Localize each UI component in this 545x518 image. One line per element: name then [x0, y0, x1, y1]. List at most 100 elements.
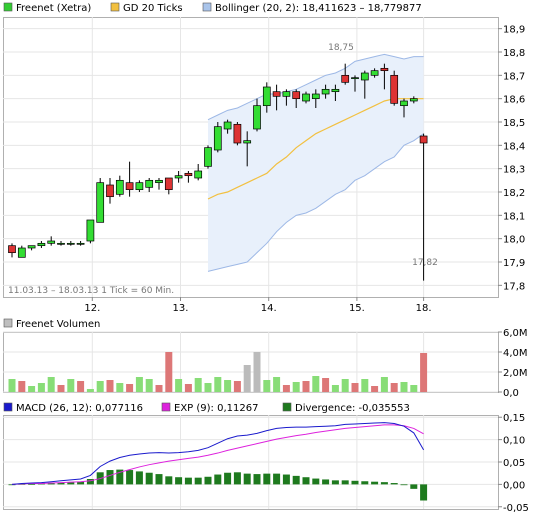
divergence-bar	[282, 474, 290, 485]
candle-body	[8, 245, 16, 254]
legend-swatch	[3, 318, 13, 328]
candle-body	[213, 126, 222, 151]
volume-bar	[390, 383, 398, 392]
volume-bar	[410, 385, 418, 392]
divergence-bar	[331, 480, 339, 485]
candle-body	[135, 182, 144, 191]
divergence-bar	[400, 484, 408, 486]
volume-panel-frame	[3, 332, 499, 393]
divergence-bar	[390, 483, 398, 485]
candle-body	[302, 93, 310, 102]
legend-label: Bollinger (20, 2): 18,411623 – 18,779877	[215, 3, 422, 14]
price-y-tick-label: 18,3	[503, 165, 525, 176]
price-y-tick-label: 18,0	[503, 235, 525, 246]
divergence-bar	[175, 477, 183, 485]
divergence-bar	[233, 472, 241, 485]
gd20-line	[207, 98, 424, 200]
volume-bar	[243, 365, 251, 392]
divergence-bar	[292, 475, 300, 485]
divergence-bar	[145, 472, 153, 485]
price-y-tick-label: 18,7	[503, 71, 525, 82]
exp-line	[11, 424, 424, 485]
x-tick-label: 15.	[349, 303, 365, 314]
candle-body	[272, 91, 281, 97]
legend-swatch	[161, 402, 171, 412]
divergence-bar	[77, 481, 85, 485]
candle-body	[37, 242, 46, 247]
candle-body	[409, 98, 418, 102]
volume-bar	[96, 381, 104, 392]
legend-swatch	[3, 402, 13, 412]
macd-y-tick-label: 0,10	[503, 436, 525, 447]
legend-swatch	[3, 2, 13, 12]
volume-bar	[263, 380, 271, 392]
candle-body	[370, 70, 379, 76]
volume-bar	[371, 386, 379, 392]
legend-label: MACD (26, 12): 0,077116	[16, 403, 143, 414]
volume-bar	[47, 377, 55, 392]
price-y-tick-label: 18,2	[503, 188, 525, 199]
volume-bar	[312, 376, 320, 392]
candle-body	[47, 240, 56, 244]
x-tick-label: 14.	[261, 303, 277, 314]
volume-bar	[273, 377, 281, 392]
divergence-bar	[302, 477, 310, 485]
candle-body	[164, 177, 173, 191]
legend-label: Freenet (Xetra)	[16, 3, 91, 14]
candle-body	[204, 147, 212, 167]
macd-y-tick-label: -0,05	[503, 503, 529, 514]
candle-body	[341, 74, 350, 83]
macd-y-tick-label: 0,15	[503, 413, 525, 424]
divergence-bar	[224, 472, 232, 485]
volume-bar	[126, 384, 134, 392]
volume-bar	[361, 379, 369, 392]
legend-label: GD 20 Ticks	[123, 3, 183, 14]
volume-bar	[77, 381, 85, 392]
divergence-bar	[351, 480, 359, 485]
candle-body	[96, 182, 105, 223]
candle-body	[86, 219, 95, 242]
volume-bar	[194, 378, 202, 392]
divergence-bar	[410, 484, 418, 489]
price-y-tick-label: 17,8	[503, 281, 525, 292]
candle-body	[390, 74, 399, 104]
candle-body	[155, 179, 163, 184]
candle-body	[223, 121, 232, 130]
candle-body	[174, 175, 183, 179]
volume-bar	[420, 353, 428, 392]
bollinger-lower-line	[207, 133, 424, 272]
candle-body	[145, 179, 154, 188]
volume-bar	[57, 385, 65, 392]
legend-swatch	[110, 2, 120, 12]
price-y-tick-label: 17,9	[503, 258, 525, 269]
volume-bar	[116, 383, 124, 392]
divergence-bar	[86, 479, 94, 485]
candle-body	[76, 242, 85, 245]
volume-bar	[341, 379, 349, 392]
volume-bar	[8, 379, 16, 392]
divergence-bar	[106, 470, 114, 485]
volume-bar	[331, 385, 339, 392]
divergence-bar	[155, 474, 163, 485]
x-tick-label: 18.	[416, 303, 432, 314]
divergence-bar	[47, 483, 55, 485]
divergence-bar	[263, 473, 271, 485]
legend-label: EXP (9): 0,11267	[174, 403, 258, 414]
volume-bar	[351, 383, 359, 392]
candle-body	[27, 245, 36, 249]
price-y-tick-label: 18,5	[503, 118, 525, 129]
divergence-bar	[165, 476, 173, 485]
candle-body	[360, 72, 369, 81]
low-annotation: 17,82	[412, 258, 438, 268]
candle-body	[243, 140, 252, 144]
candle-body	[419, 135, 428, 144]
volume-bar	[253, 352, 261, 392]
candle-body	[351, 77, 359, 80]
divergence-bar	[273, 473, 281, 485]
candle-body	[115, 179, 124, 195]
divergence-bar	[253, 474, 261, 485]
range-label: 11.03.13 – 18.03.13 1 Tick = 60 Min.	[8, 286, 174, 296]
divergence-bar	[194, 477, 202, 485]
volume-y-tick-label: 2,0M	[503, 368, 528, 379]
